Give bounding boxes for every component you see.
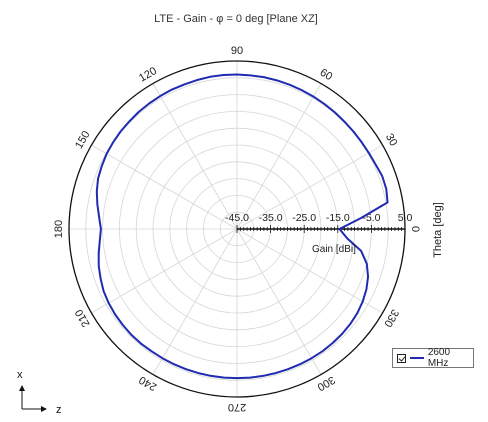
angle-tick-label: 180	[53, 220, 65, 238]
legend: 2600 MHz	[392, 347, 474, 369]
radial-tick-label: -35.0	[259, 212, 283, 224]
grid-spoke	[236, 228, 322, 375]
radial-tick-label: -15.0	[326, 212, 350, 224]
legend-swatch	[409, 357, 424, 359]
grid-spoke	[91, 228, 238, 314]
grid-spoke	[91, 144, 238, 230]
coordinate-axes-icon: x z	[17, 369, 62, 416]
radial-tick-label: -5.0	[362, 212, 380, 224]
angle-tick-label: 60	[318, 67, 335, 84]
legend-checkbox[interactable]	[397, 353, 406, 363]
radial-tick-label: -45.0	[225, 212, 249, 224]
series-line	[95, 73, 389, 380]
radial-tick-label: 5.0	[398, 212, 413, 224]
angle-tick-label: 0	[409, 226, 421, 232]
radial-tick-label: -25.0	[292, 212, 316, 224]
axis-z-label: z	[56, 404, 62, 416]
grid-spoke	[152, 83, 238, 230]
grid-spoke	[236, 144, 383, 230]
grid-spoke	[152, 228, 238, 375]
series-layer	[95, 73, 389, 380]
radial-axis-label: Gain [dBi]	[312, 244, 356, 255]
angle-tick-label: 90	[231, 45, 243, 57]
chart-title: LTE - Gain - φ = 0 deg [Plane XZ]	[154, 13, 318, 25]
radial-axis: -45.0 -35.0 -25.0 -15.0 -5.0 5.0	[225, 212, 412, 233]
grid-spoke	[236, 228, 383, 314]
angle-tick-label: 30	[383, 132, 400, 149]
angle-tick-label: 270	[228, 401, 246, 413]
grid-spoke	[236, 83, 322, 230]
axis-x-label: x	[17, 369, 23, 381]
legend-series-label: 2600 MHz	[427, 347, 451, 369]
angle-axis-label: Theta [deg]	[432, 202, 444, 258]
